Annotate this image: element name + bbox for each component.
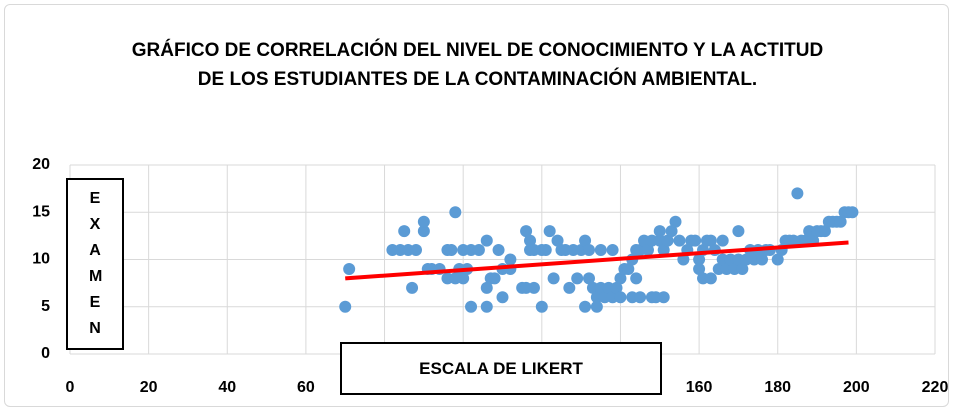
point	[472, 244, 485, 257]
point	[343, 262, 356, 275]
chart-border	[4, 4, 949, 407]
point	[406, 281, 419, 294]
point	[543, 225, 556, 238]
trendline	[345, 240, 849, 281]
point	[673, 234, 686, 247]
x-tick-label: 20	[140, 379, 158, 396]
point	[693, 262, 706, 275]
point	[480, 281, 493, 294]
y-tick-label: 0	[41, 345, 50, 362]
point	[571, 272, 584, 285]
point	[339, 300, 352, 313]
point	[834, 215, 847, 228]
point	[547, 272, 560, 285]
y-tick-label: 5	[41, 298, 50, 315]
point	[417, 215, 430, 228]
chart-title: GRÁFICO DE CORRELACIÓN DEL NIVEL DE CONO…	[131, 40, 824, 90]
point	[704, 272, 717, 285]
point	[669, 215, 682, 228]
point	[417, 225, 430, 238]
point	[732, 225, 745, 238]
point	[818, 225, 831, 238]
point	[736, 262, 749, 275]
point	[771, 253, 784, 266]
point	[583, 272, 595, 285]
y-tick-label: 15	[32, 203, 50, 220]
point	[606, 244, 619, 257]
y-tick-label: 10	[32, 251, 50, 268]
point	[535, 300, 548, 313]
x-tick-label: 220	[922, 379, 949, 396]
point	[677, 253, 690, 266]
point	[480, 234, 493, 247]
point	[539, 244, 552, 257]
point	[449, 206, 462, 219]
point	[579, 234, 592, 247]
point	[614, 291, 627, 304]
point	[583, 244, 595, 257]
point	[563, 281, 576, 294]
y-tick-label: 20	[32, 156, 50, 173]
point	[527, 281, 540, 294]
point	[590, 300, 603, 313]
point	[610, 281, 623, 294]
point	[661, 234, 674, 247]
point	[641, 244, 654, 257]
point	[520, 225, 533, 238]
x-tick-label: 160	[686, 379, 713, 396]
x-tick-label: 40	[218, 379, 236, 396]
point	[634, 291, 647, 304]
point	[653, 225, 666, 238]
point	[579, 300, 592, 313]
point	[657, 291, 670, 304]
point	[496, 291, 509, 304]
point	[445, 244, 458, 257]
x-tick-label: 60	[297, 379, 315, 396]
point	[791, 187, 804, 200]
point	[614, 272, 627, 285]
point	[756, 253, 768, 266]
point	[622, 262, 635, 275]
point	[480, 300, 493, 313]
point	[492, 244, 505, 257]
point	[657, 244, 670, 257]
point	[551, 234, 564, 247]
point	[594, 244, 607, 257]
point	[504, 253, 517, 266]
point	[716, 234, 729, 247]
y-axis-box: EXAMEN	[66, 178, 124, 350]
point	[704, 234, 717, 247]
point	[693, 253, 706, 266]
point	[398, 225, 411, 238]
point	[488, 272, 501, 285]
point	[665, 225, 678, 238]
x-tick-label: 180	[764, 379, 791, 396]
point	[465, 300, 478, 313]
point	[846, 206, 859, 219]
y-axis-label: EXAMEN	[89, 190, 103, 337]
point	[457, 272, 470, 285]
point	[689, 234, 702, 247]
x-tick-label: 200	[843, 379, 870, 396]
point	[630, 272, 643, 285]
x-tick-label: 0	[66, 379, 75, 396]
x-axis-label: ESCALA DE LIKERT	[340, 342, 662, 395]
point	[524, 234, 537, 247]
point	[410, 244, 422, 257]
